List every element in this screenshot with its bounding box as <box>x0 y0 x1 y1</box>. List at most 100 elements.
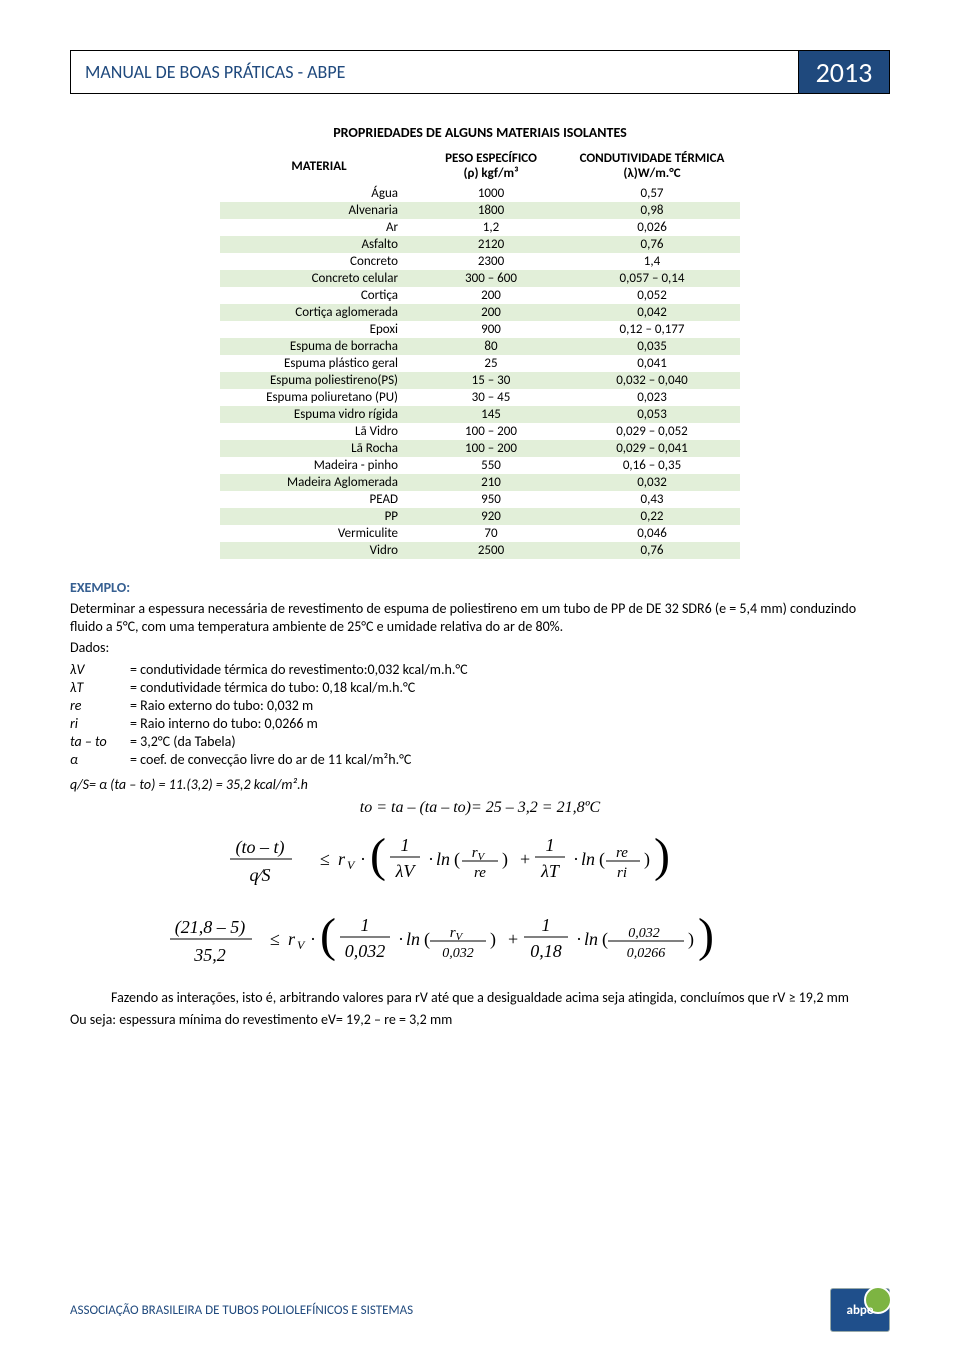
table-row: Água10000,57 <box>220 185 740 202</box>
svg-text:ri: ri <box>617 865 627 881</box>
svg-text:·: · <box>398 929 404 949</box>
material-conductivity: 0,053 <box>564 406 740 423</box>
material-density: 145 <box>418 406 564 423</box>
material-name: Espuma de borracha <box>220 338 418 355</box>
svg-text:1: 1 <box>542 915 551 935</box>
svg-text:≤: ≤ <box>270 929 280 949</box>
svg-text:(: ( <box>424 929 430 950</box>
equation-2: (21,8 – 5) 35,2 ≤ rV · ( 1 0,032 · ln ( … <box>70 909 890 977</box>
material-density: 70 <box>418 525 564 542</box>
material-conductivity: 0,12 – 0,177 <box>564 321 740 338</box>
material-name: Alvenaria <box>220 202 418 219</box>
material-name: Espuma poliuretano (PU) <box>220 389 418 406</box>
material-name: Cortiça aglomerada <box>220 304 418 321</box>
svg-text:·: · <box>576 929 582 949</box>
svg-text:ln: ln <box>436 849 450 869</box>
material-density: 1000 <box>418 185 564 202</box>
table-row: Concreto23001,4 <box>220 253 740 270</box>
exemplo-label: EXEMPLO: <box>70 579 890 596</box>
table-row: Espuma de borracha800,035 <box>220 338 740 355</box>
svg-text:0,0266: 0,0266 <box>627 946 666 961</box>
svg-text:1: 1 <box>546 835 555 855</box>
material-conductivity: 0,029 – 0,041 <box>564 440 740 457</box>
svg-text:+: + <box>520 849 530 869</box>
material-name: Ar <box>220 219 418 236</box>
svg-text:0,032: 0,032 <box>442 946 474 961</box>
table-row: PEAD9500,43 <box>220 491 740 508</box>
closing-p2: Ou seja: espessura mínima do revestiment… <box>70 1011 890 1029</box>
material-density: 100 – 200 <box>418 423 564 440</box>
material-conductivity: 0,052 <box>564 287 740 304</box>
col-peso-l2: (ρ) kgf/m³ <box>426 166 556 181</box>
col-condutividade: CONDUTIVIDADE TÉRMICA (λ)W/m.°C <box>564 147 740 185</box>
material-conductivity: 0,046 <box>564 525 740 542</box>
material-density: 550 <box>418 457 564 474</box>
material-density: 210 <box>418 474 564 491</box>
material-density: 100 – 200 <box>418 440 564 457</box>
svg-text:rV: rV <box>450 925 464 943</box>
equation-1: (to – t) q⁄S ≤ rV · ( 1 λV · ln ( rV re … <box>70 829 890 897</box>
material-conductivity: 0,032 – 0,040 <box>564 372 740 389</box>
svg-text:1: 1 <box>361 915 370 935</box>
table-row: Vermiculite700,046 <box>220 525 740 542</box>
material-conductivity: 0,98 <box>564 202 740 219</box>
material-conductivity: 0,22 <box>564 508 740 525</box>
dados-row: λT= condutividade térmica do tubo: 0,18 … <box>70 679 890 696</box>
material-density: 25 <box>418 355 564 372</box>
material-name: Concreto celular <box>220 270 418 287</box>
table-row: Cortiça aglomerada2000,042 <box>220 304 740 321</box>
svg-text:≤: ≤ <box>320 849 330 869</box>
material-conductivity: 0,057 – 0,14 <box>564 270 740 287</box>
svg-text:): ) <box>688 929 694 950</box>
material-name: Espuma poliestireno(PS) <box>220 372 418 389</box>
table-row: PP9200,22 <box>220 508 740 525</box>
material-name: Vermiculite <box>220 525 418 542</box>
col-cond-l1: CONDUTIVIDADE TÉRMICA <box>572 151 732 166</box>
material-density: 2500 <box>418 542 564 559</box>
table-row: Concreto celular300 – 6000,057 – 0,14 <box>220 270 740 287</box>
material-density: 1800 <box>418 202 564 219</box>
page-header: MANUAL DE BOAS PRÁTICAS - ABPE 2013 <box>70 50 890 94</box>
svg-text:0,032: 0,032 <box>345 941 386 961</box>
material-density: 30 – 45 <box>418 389 564 406</box>
table-row: Lã Rocha100 – 2000,029 – 0,041 <box>220 440 740 457</box>
svg-text:re: re <box>616 845 628 861</box>
dados-symbol: λT <box>70 679 130 696</box>
material-name: Asfalto <box>220 236 418 253</box>
qs-line-text: q/S= α (ta – to) = 11.(3,2) = 35,2 kcal/… <box>70 776 308 793</box>
page-title: MANUAL DE BOAS PRÁTICAS - ABPE <box>71 51 799 93</box>
material-name: Madeira Aglomerada <box>220 474 418 491</box>
svg-text:λT: λT <box>540 861 561 881</box>
table-row: Vidro25000,76 <box>220 542 740 559</box>
svg-text:0,18: 0,18 <box>530 941 562 961</box>
svg-text:): ) <box>502 849 508 870</box>
material-conductivity: 0,43 <box>564 491 740 508</box>
svg-text:): ) <box>654 829 670 882</box>
material-conductivity: 0,026 <box>564 219 740 236</box>
svg-text:(21,8 – 5): (21,8 – 5) <box>175 917 246 938</box>
dados-value: = coef. de convecção livre do ar de 11 k… <box>130 751 890 768</box>
svg-text:(: ( <box>454 849 460 870</box>
col-cond-l2: (λ)W/m.°C <box>572 166 732 181</box>
material-density: 200 <box>418 287 564 304</box>
material-conductivity: 0,032 <box>564 474 740 491</box>
dados-symbol: ri <box>70 715 130 732</box>
svg-text:V: V <box>297 938 306 952</box>
svg-text:): ) <box>644 849 650 870</box>
svg-text:·: · <box>573 849 579 869</box>
table-row: Espuma plástico geral250,041 <box>220 355 740 372</box>
footer-logo-text: abpe <box>847 1303 874 1318</box>
table-row: Lã Vidro100 – 2000,029 – 0,052 <box>220 423 740 440</box>
svg-text:re: re <box>474 865 486 881</box>
material-density: 300 – 600 <box>418 270 564 287</box>
col-peso: PESO ESPECÍFICO (ρ) kgf/m³ <box>418 147 564 185</box>
material-density: 950 <box>418 491 564 508</box>
material-density: 80 <box>418 338 564 355</box>
dados-value: = condutividade térmica do tubo: 0,18 kc… <box>130 679 890 696</box>
material-conductivity: 0,029 – 0,052 <box>564 423 740 440</box>
table-row: Madeira - pinho5500,16 – 0,35 <box>220 457 740 474</box>
table-row: Espuma vidro rígida1450,053 <box>220 406 740 423</box>
svg-text:): ) <box>490 929 496 950</box>
exemplo-text: Determinar a espessura necessária de rev… <box>70 600 890 635</box>
table-row: Epoxi9000,12 – 0,177 <box>220 321 740 338</box>
